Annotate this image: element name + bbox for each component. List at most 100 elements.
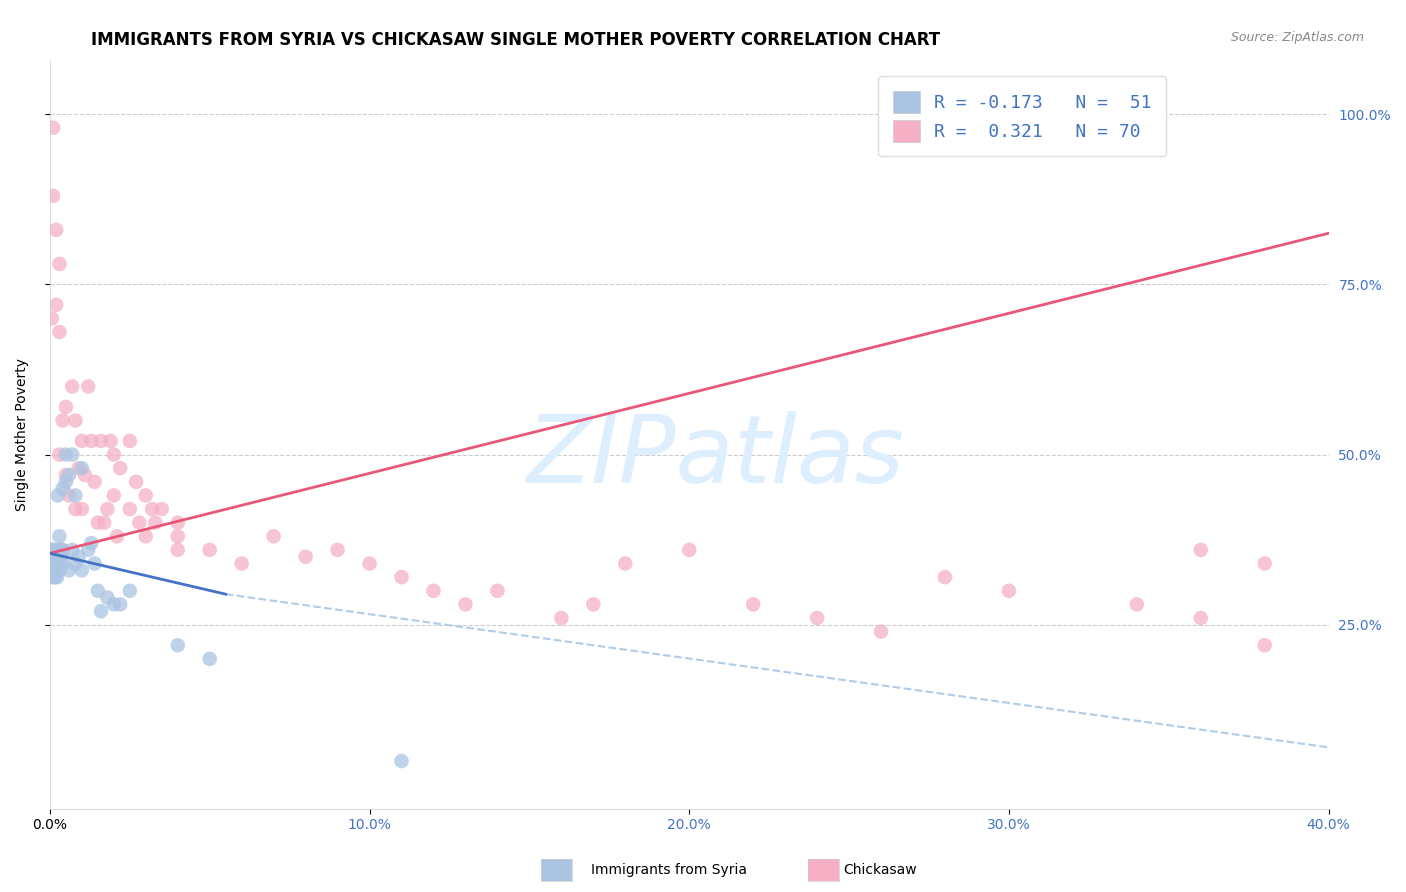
Point bbox=[55, 400, 77, 414]
Point bbox=[42, 120, 65, 135]
Point bbox=[454, 598, 477, 612]
Point bbox=[263, 529, 285, 543]
Point bbox=[44, 557, 66, 571]
Point bbox=[45, 298, 67, 312]
Point bbox=[65, 488, 87, 502]
Text: IMMIGRANTS FROM SYRIA VS CHICKASAW SINGLE MOTHER POVERTY CORRELATION CHART: IMMIGRANTS FROM SYRIA VS CHICKASAW SINGL… bbox=[91, 31, 941, 49]
Point bbox=[742, 598, 765, 612]
Point bbox=[108, 461, 131, 475]
Point bbox=[1126, 598, 1149, 612]
Point bbox=[45, 557, 67, 571]
Point bbox=[46, 488, 69, 502]
Point bbox=[39, 549, 62, 564]
Point bbox=[41, 549, 63, 564]
Point bbox=[48, 529, 70, 543]
Point bbox=[83, 475, 105, 489]
Point bbox=[70, 461, 93, 475]
Text: Source: ZipAtlas.com: Source: ZipAtlas.com bbox=[1230, 31, 1364, 45]
Point bbox=[870, 624, 893, 639]
Point bbox=[44, 570, 66, 584]
Text: Chickasaw: Chickasaw bbox=[844, 863, 917, 877]
Point bbox=[103, 488, 125, 502]
Point bbox=[934, 570, 956, 584]
Point bbox=[49, 549, 72, 564]
Point bbox=[48, 542, 70, 557]
Point bbox=[42, 542, 65, 557]
Point bbox=[77, 542, 100, 557]
Point bbox=[198, 542, 221, 557]
Point bbox=[46, 570, 69, 584]
Point bbox=[391, 754, 413, 768]
Point bbox=[83, 557, 105, 571]
Point bbox=[45, 223, 67, 237]
Y-axis label: Single Mother Poverty: Single Mother Poverty bbox=[15, 358, 30, 510]
Point bbox=[128, 516, 150, 530]
Point bbox=[166, 542, 188, 557]
Point bbox=[41, 311, 63, 326]
Point bbox=[96, 502, 118, 516]
Point bbox=[125, 475, 148, 489]
Point bbox=[55, 468, 77, 483]
Text: ZIPatlas: ZIPatlas bbox=[526, 411, 904, 502]
Point bbox=[80, 434, 103, 448]
Point bbox=[90, 434, 112, 448]
Point bbox=[44, 542, 66, 557]
Point bbox=[39, 563, 62, 577]
Point bbox=[143, 516, 166, 530]
Point bbox=[55, 448, 77, 462]
Point bbox=[100, 434, 122, 448]
Point bbox=[550, 611, 572, 625]
Point bbox=[135, 488, 157, 502]
Point bbox=[118, 583, 141, 598]
Point bbox=[45, 549, 67, 564]
Point bbox=[55, 475, 77, 489]
Point bbox=[105, 529, 128, 543]
Point bbox=[41, 557, 63, 571]
Point bbox=[70, 563, 93, 577]
Point bbox=[231, 557, 253, 571]
Point bbox=[1189, 542, 1212, 557]
Point bbox=[1254, 638, 1277, 652]
Point bbox=[150, 502, 173, 516]
Point bbox=[48, 448, 70, 462]
Point bbox=[294, 549, 316, 564]
Point bbox=[58, 563, 80, 577]
Point bbox=[90, 604, 112, 618]
Point bbox=[73, 468, 96, 483]
Point bbox=[60, 448, 83, 462]
Point bbox=[58, 488, 80, 502]
Point bbox=[359, 557, 381, 571]
Point bbox=[166, 529, 188, 543]
Point bbox=[65, 413, 87, 427]
Point bbox=[582, 598, 605, 612]
Point bbox=[52, 413, 75, 427]
Point bbox=[108, 598, 131, 612]
Point bbox=[45, 549, 67, 564]
Point bbox=[67, 461, 90, 475]
Point bbox=[678, 542, 700, 557]
Point bbox=[806, 611, 828, 625]
Point bbox=[48, 563, 70, 577]
Point bbox=[96, 591, 118, 605]
Point bbox=[48, 325, 70, 339]
Point bbox=[67, 549, 90, 564]
Point bbox=[118, 434, 141, 448]
Point bbox=[1189, 611, 1212, 625]
Point bbox=[52, 542, 75, 557]
Point bbox=[70, 502, 93, 516]
Point bbox=[42, 189, 65, 203]
Point bbox=[52, 482, 75, 496]
Point bbox=[70, 434, 93, 448]
Point bbox=[326, 542, 349, 557]
Point bbox=[103, 598, 125, 612]
Point bbox=[42, 563, 65, 577]
Point bbox=[39, 557, 62, 571]
Point bbox=[60, 379, 83, 393]
Point bbox=[65, 502, 87, 516]
Point bbox=[135, 529, 157, 543]
Point bbox=[422, 583, 444, 598]
Point bbox=[42, 570, 65, 584]
Point bbox=[1062, 107, 1084, 121]
Point bbox=[77, 379, 100, 393]
Point bbox=[118, 502, 141, 516]
